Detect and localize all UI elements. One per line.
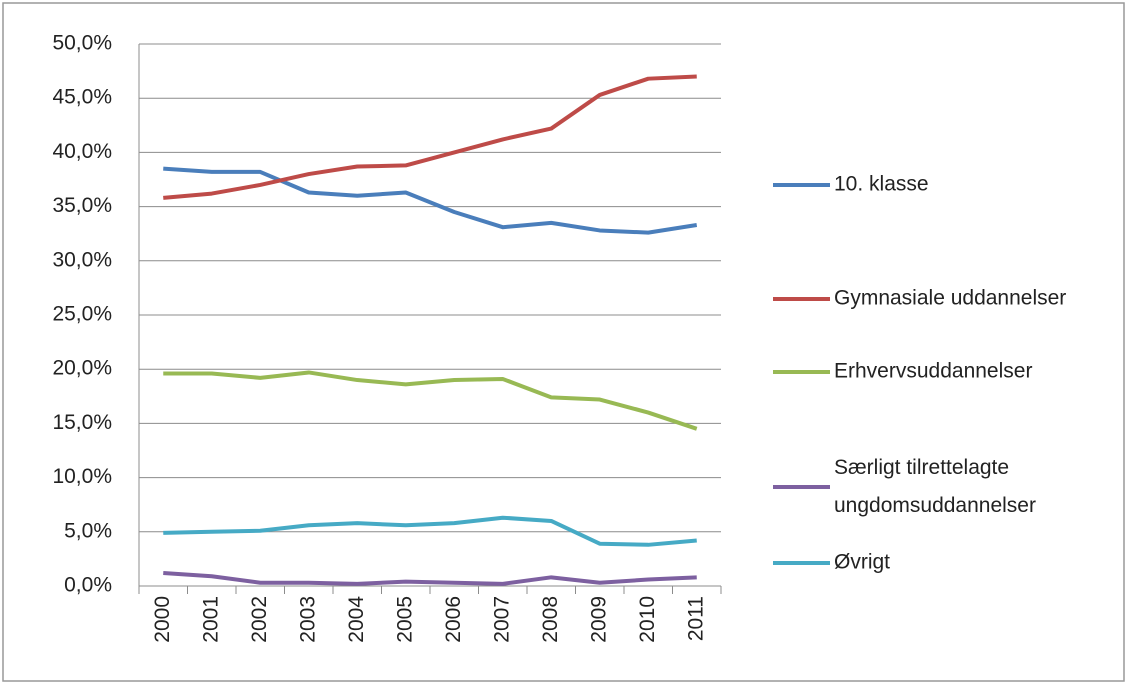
series-line	[163, 515, 697, 547]
legend-label: Særligt tilrettelagte ungdomsuddannelser	[834, 456, 1036, 517]
x-tick-label: 2005	[393, 596, 416, 643]
y-tick-label: 35,0%	[52, 194, 112, 217]
y-tick-label: 15,0%	[52, 411, 112, 434]
y-tick-label: 20,0%	[52, 357, 112, 380]
series-line	[163, 166, 698, 235]
x-tick-label: 2004	[345, 596, 368, 643]
x-tick-label: 2006	[442, 596, 465, 643]
x-tick-label: 2011	[684, 596, 707, 641]
y-tick-label: 10,0%	[52, 465, 112, 488]
legend-label: Gymnasiale uddannelser	[834, 287, 1066, 310]
legend-label: Øvrigt	[834, 551, 890, 574]
x-tick-label: 2003	[296, 596, 319, 643]
x-tick-label: 2000	[151, 596, 174, 643]
y-tick-label: 5,0%	[64, 519, 112, 542]
x-tick-label: 2009	[587, 596, 610, 643]
x-tick-label: 2007	[490, 596, 513, 643]
series-line	[163, 370, 698, 431]
series-line	[163, 570, 697, 586]
y-tick-label: 45,0%	[52, 86, 112, 109]
series-line	[163, 74, 697, 200]
legend-label: 10. klasse	[834, 173, 929, 196]
x-tick-label: 2008	[539, 596, 562, 643]
y-tick-label: 30,0%	[52, 248, 112, 271]
y-tick-label: 40,0%	[52, 140, 112, 163]
x-tick-label: 2002	[248, 596, 271, 643]
x-tick-label: 2010	[636, 596, 659, 643]
y-tick-label: 25,0%	[52, 303, 112, 326]
x-tick-label: 2001	[199, 596, 222, 643]
legend-label-line: ungdomsuddannelser	[834, 494, 1036, 517]
legend-label-line: Særligt tilrettelagte	[834, 456, 1015, 479]
y-tick-label: 50,0%	[52, 32, 112, 55]
legend-label: Erhvervsuddannelser	[834, 360, 1032, 383]
y-tick-label: 0,0%	[64, 574, 112, 597]
